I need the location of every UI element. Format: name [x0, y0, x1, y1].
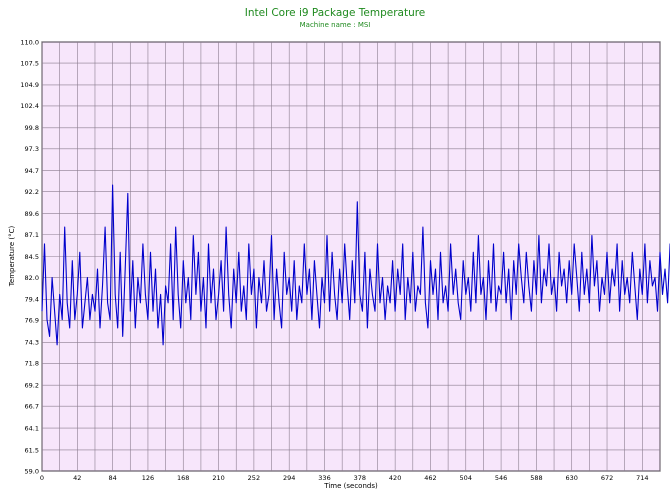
y-tick-label: 71.8 — [25, 360, 39, 368]
y-tick-label: 82.0 — [25, 274, 39, 282]
y-tick-label: 89.6 — [25, 210, 39, 218]
y-axis-label: Temperature (°C) — [8, 226, 16, 288]
y-tick-label: 61.5 — [25, 446, 39, 454]
y-tick-label: 94.7 — [25, 167, 39, 175]
x-tick-label: 126 — [142, 474, 154, 482]
y-tick-label: 110.0 — [20, 38, 39, 46]
x-axis-label: Time (seconds) — [323, 482, 378, 490]
x-tick-label: 588 — [530, 474, 542, 482]
x-tick-label: 714 — [636, 474, 648, 482]
x-tick-label: 168 — [177, 474, 189, 482]
x-tick-label: 0 — [40, 474, 44, 482]
y-axis-ticks: 59.0 61.5 64.1 66.7 69.2 71.8 74.3 76.9 79.4 82.0… — [20, 38, 39, 475]
x-tick-label: 630 — [566, 474, 578, 482]
y-tick-label: 107.5 — [20, 59, 39, 67]
y-tick-label: 84.5 — [25, 253, 39, 261]
x-tick-label: 252 — [248, 474, 260, 482]
chart-title: Intel Core i9 Package Temperature — [245, 7, 426, 19]
y-tick-label: 69.2 — [25, 382, 39, 390]
y-tick-label: 64.1 — [25, 424, 39, 432]
y-tick-label: 102.4 — [20, 102, 39, 110]
x-tick-label: 210 — [212, 474, 224, 482]
x-tick-label: 672 — [601, 474, 613, 482]
grid-lines — [41, 41, 661, 472]
x-tick-label: 546 — [495, 474, 507, 482]
y-tick-label: 99.8 — [25, 124, 39, 132]
y-tick-label: 97.3 — [25, 145, 39, 153]
chart-subtitle: Machine name : MSI — [300, 21, 371, 29]
y-tick-label: 74.3 — [25, 339, 39, 347]
y-tick-label: 104.9 — [20, 81, 39, 89]
x-tick-label: 462 — [424, 474, 436, 482]
x-tick-label: 84 — [108, 474, 116, 482]
x-tick-label: 504 — [460, 474, 472, 482]
y-tick-label: 87.1 — [25, 231, 39, 239]
y-tick-label: 66.7 — [25, 403, 39, 411]
x-tick-label: 378 — [354, 474, 366, 482]
y-tick-label: 92.2 — [25, 188, 39, 196]
y-tick-label: 76.9 — [25, 317, 39, 325]
y-tick-label: 59.0 — [25, 467, 39, 475]
x-tick-label: 420 — [389, 474, 401, 482]
x-tick-label: 336 — [318, 474, 330, 482]
x-tick-label: 42 — [73, 474, 81, 482]
x-tick-label: 294 — [283, 474, 295, 482]
x-axis-ticks: 0 42 84 126 168 210 252 294 336 378 420 462 504 546 58… — [40, 474, 649, 482]
temperature-series-line — [41, 184, 670, 346]
y-tick-label: 79.4 — [25, 296, 39, 304]
